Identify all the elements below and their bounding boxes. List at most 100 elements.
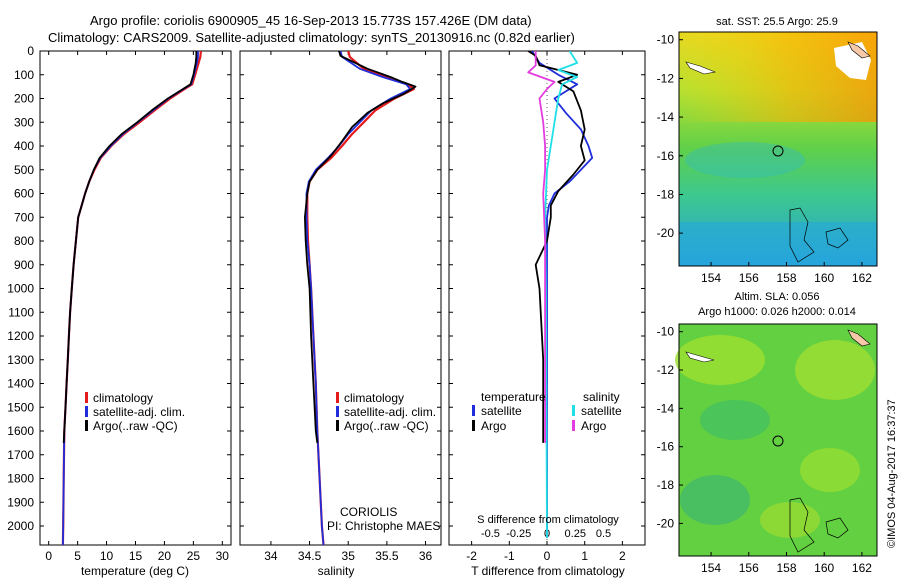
map-y-tick-label: -20 [657, 226, 675, 240]
bathymetry-contour [789, 207, 815, 263]
legend-label-argo: Argo(..raw -QC) [93, 419, 178, 433]
x-tick-label: 35 [342, 549, 356, 563]
sla-map: Altim. SLA: 0.056 Argo h1000: 0.026 h200… [657, 291, 878, 575]
difference-xlabel: T difference from climatology [471, 564, 625, 578]
map-x-tick-label: 154 [701, 271, 721, 285]
y-tick-label: 1100 [8, 305, 34, 319]
legend-label-sal-satellite: satellite [581, 404, 622, 418]
island-outline [685, 351, 715, 363]
header-line2: Climatology: CARS2009. Satellite-adjuste… [48, 30, 575, 45]
legend-label-temp-argo: Argo [481, 419, 507, 433]
island-outline [685, 61, 717, 75]
sla-high-patch [800, 448, 860, 492]
annotation-pi: PI: Christophe MAES [327, 519, 440, 533]
legend-swatch-satellite [85, 406, 88, 417]
legend-label-argo: Argo(..raw -QC) [344, 419, 429, 433]
series-line-argo-raw-qc- [303, 51, 417, 444]
x-tick-label-top: -0.5 [481, 528, 500, 540]
legend-label-temp-satellite: satellite [481, 404, 522, 418]
x-tick-label: 34.5 [298, 549, 322, 563]
x-tick-label-top: 0.25 [565, 528, 586, 540]
map-x-tick-label: 158 [776, 561, 796, 575]
y-tick-label: 1600 [7, 424, 34, 438]
bathymetry-contour [789, 497, 815, 553]
sla-map-title2: Argo h1000: 0.026 h2000: 0.014 [698, 306, 856, 318]
sst-map-title: sat. SST: 25.5 Argo: 25.9 [716, 16, 838, 28]
x-tick-label: 10 [100, 549, 114, 563]
x-tick-label: 20 [158, 549, 172, 563]
map-y-tick-label: -14 [657, 110, 675, 124]
y-tick-label: 700 [14, 210, 34, 224]
sla-map-frame [678, 323, 878, 557]
y-tick-label: 100 [14, 68, 34, 82]
y-tick-label: 500 [14, 163, 34, 177]
x-tick-label: 35.5 [375, 549, 399, 563]
x-tick-label: 1 [581, 549, 588, 563]
argo-float-marker [772, 435, 784, 447]
legend-swatch-satellite [336, 406, 339, 417]
map-x-tick-label: 156 [739, 561, 759, 575]
y-tick-label: 1000 [7, 282, 34, 296]
y-tick-label: 2000 [7, 519, 34, 533]
legend-header-salinity: salinity [583, 390, 620, 404]
legend-label-climatology: climatology [93, 391, 153, 405]
series-line-satellite-adj-clim- [305, 51, 412, 545]
sla-low-patch [700, 400, 770, 440]
temperature-legend: climatology satellite-adj. clim. Argo(..… [85, 391, 185, 433]
sla-map-title1: Altim. SLA: 0.056 [735, 291, 820, 303]
y-tick-label: 1200 [7, 329, 34, 343]
map-y-tick-label: -16 [657, 149, 675, 163]
legend-label-satellite: satellite-adj. clim. [93, 405, 185, 419]
x-tick-label-top: 0.5 [596, 528, 611, 540]
sst-cold-band [679, 222, 877, 266]
footer-credit: ©IMOS 04-Aug-2017 16:37:37 [886, 399, 898, 548]
bathymetry-contour [825, 517, 849, 539]
sst-cool-patch [685, 142, 805, 178]
y-tick-label: 300 [14, 115, 34, 129]
difference-xlabel-top: S difference from climatology [477, 514, 619, 526]
y-tick-label: 1900 [7, 495, 34, 509]
temperature-xlabel: temperature (deg C) [81, 564, 189, 578]
legend-label-climatology: climatology [344, 391, 404, 405]
legend-swatch-climatology [336, 392, 339, 403]
island-outline [847, 41, 871, 59]
y-tick-label: 1300 [7, 353, 34, 367]
salinity-panel: 34 34.5 35 35.5 36 salinity climatology sate… [239, 50, 442, 578]
difference-legend: temperature salinity satellite Argo sate… [472, 390, 622, 433]
map-y-tick-label: -20 [657, 516, 675, 530]
x-tick-label: 25 [187, 549, 201, 563]
legend-label-sal-argo: Argo [581, 419, 607, 433]
legend-swatch-sal-satellite [572, 405, 575, 416]
bathymetry-contour [825, 227, 849, 249]
map-x-tick-label: 160 [814, 561, 834, 575]
series-line-salinity-argo [527, 51, 556, 443]
y-tick-label: 800 [14, 234, 34, 248]
sst-map: sat. SST: 25.5 Argo: 25.9 -10 -12 -14 -16 -1… [657, 16, 878, 285]
sla-high-patch [795, 340, 875, 400]
legend-swatch-argo [336, 420, 339, 431]
difference-panel: -2 -1 0 1 2-0.5 -0.25 0 0.25 0.5 S difference fr… [448, 50, 646, 578]
x-tick-label: 2 [619, 549, 626, 563]
series-line-argo-raw-qc- [62, 51, 198, 443]
map-y-tick-label: -10 [657, 33, 675, 47]
header-line1: Argo profile: coriolis 6900905_45 16-Sep… [90, 13, 532, 28]
map-y-tick-label: -12 [657, 71, 675, 85]
map-y-tick-label: -18 [657, 187, 675, 201]
y-tick-label: 900 [14, 258, 34, 272]
x-tick-label: -1 [504, 549, 515, 563]
legend-swatch-temp-argo [472, 420, 475, 431]
y-tick-label: 200 [14, 92, 34, 106]
map-x-tick-label: 162 [852, 271, 872, 285]
salinity-legend: climatology satellite-adj. clim. Argo(..… [336, 391, 436, 433]
y-tick-label: 1700 [7, 448, 34, 462]
salinity-axes-frame [239, 50, 442, 546]
x-tick-label: 0 [45, 549, 52, 563]
y-tick-label: 600 [14, 187, 34, 201]
x-tick-label-top: -0.25 [506, 528, 531, 540]
legend-swatch-climatology [85, 392, 88, 403]
map-y-tick-label: -18 [657, 478, 675, 492]
map-x-tick-label: 156 [739, 271, 759, 285]
annotation-institution: CORIOLIS [340, 505, 397, 519]
legend-swatch-temp-satellite [472, 405, 475, 416]
